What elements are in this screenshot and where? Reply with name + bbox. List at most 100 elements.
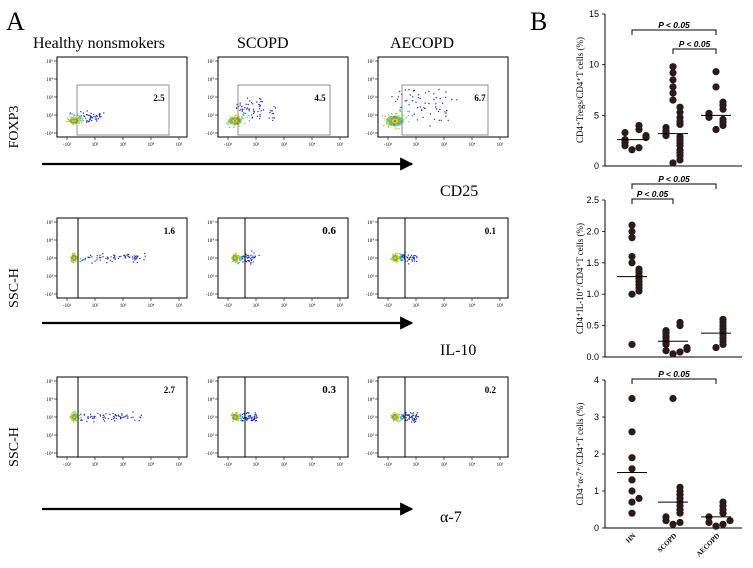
flow-event-dot	[424, 92, 427, 94]
flow-xtick-label: 10⁴	[148, 462, 155, 468]
flow-event-dot	[439, 97, 441, 100]
flow-event-dot	[139, 416, 141, 418]
flow-event-dot	[237, 263, 239, 265]
flow-event-dot	[112, 412, 114, 415]
flow-event-dot	[274, 107, 277, 109]
flow-event-dot	[246, 107, 248, 109]
data-point	[676, 348, 684, 356]
flow-event-dot	[414, 255, 416, 257]
flow-event-dot	[413, 260, 416, 262]
flow-event-dot	[407, 110, 409, 113]
flow-event-dot	[84, 259, 86, 261]
flow-event-dot	[76, 413, 78, 415]
flow-ytick-label: 10⁴	[207, 238, 214, 244]
flow-event-dot	[439, 108, 441, 111]
flow-event-dot	[259, 114, 261, 116]
flow-event-dot	[401, 415, 403, 417]
flow-event-dot	[413, 113, 415, 115]
flow-event-dot	[80, 413, 82, 415]
flow-event-dot	[408, 121, 410, 123]
flow-event-dot	[241, 105, 243, 108]
flow-event-dot	[127, 417, 129, 420]
flow-event-dot	[417, 97, 420, 99]
flow-event-dot	[239, 416, 241, 418]
flow-xtick-label: -10¹	[63, 303, 72, 309]
flow-event-dot	[262, 109, 265, 111]
flow-ytick-label: -10¹	[366, 451, 375, 457]
flow-plot-r1-c2: 10⁵ 10⁴ 10³ 10² -10¹ -10¹ 10² 10³ 10⁴ 10⁵ 4.5	[206, 56, 349, 148]
data-point	[628, 146, 636, 154]
flow-event-dot	[132, 258, 134, 260]
flow-event-dot	[381, 115, 384, 117]
flow-event-dot	[252, 255, 254, 257]
flow-gate-value: 2.5	[153, 93, 165, 103]
flow-event-dot	[117, 414, 120, 416]
flow-event-dot	[242, 256, 244, 258]
flow-event-dot	[246, 412, 248, 414]
y-axis-label: CD4⁺Tregs/CD4⁺T cells (%)	[575, 37, 585, 143]
flow-event-dot	[90, 112, 92, 115]
flow-event-dot	[242, 117, 244, 120]
flow-event-dot	[113, 256, 116, 258]
flow-event-dot	[411, 115, 413, 117]
flow-event-dot	[410, 254, 413, 256]
flow-xtick-label: 10²	[413, 462, 420, 468]
flow-event-dot	[114, 258, 116, 261]
flow-event-dot	[99, 414, 101, 416]
flow-ytick-label: 10⁵	[367, 379, 374, 385]
flow-event-dot	[398, 257, 401, 259]
flow-event-dot	[87, 417, 89, 419]
flow-event-dot	[259, 105, 262, 107]
flow-event-dot	[404, 100, 406, 102]
flow-event-dot	[240, 108, 242, 111]
flow-event-dot	[399, 258, 402, 260]
flow-event-dot	[387, 124, 389, 127]
flow-event-dot	[402, 114, 404, 117]
flow-event-dot	[82, 118, 84, 120]
flow-event-dot	[103, 414, 105, 416]
flow-event-dot	[417, 94, 420, 96]
data-point	[628, 509, 636, 517]
flow-event-dot	[98, 114, 100, 116]
flow-event-dot	[416, 119, 419, 121]
flow-event-dot	[402, 416, 404, 418]
flow-event-dot	[411, 100, 414, 102]
flow-event-dot	[114, 254, 116, 257]
flow-ytick-label: 10⁵	[367, 220, 374, 226]
flow-event-dot	[99, 254, 101, 256]
flow-event-dot	[136, 256, 138, 259]
data-point	[628, 428, 636, 436]
flow-event-dot	[248, 259, 250, 262]
flow-ytick-label: 10³	[208, 256, 215, 262]
flow-event-dot	[233, 253, 236, 255]
flow-ytick-label: 10³	[368, 256, 375, 262]
data-point	[642, 132, 650, 140]
flow-event-dot	[134, 419, 136, 421]
flow-event-dot	[255, 417, 257, 419]
flow-event-dot	[398, 414, 401, 416]
flow-event-dot	[241, 117, 243, 119]
flow-event-dot	[228, 126, 231, 129]
flow-event-dot	[252, 112, 255, 115]
data-point	[712, 125, 720, 134]
flow-ytick-label: 10³	[47, 256, 54, 262]
flow-event-dot	[438, 119, 441, 122]
flow-ytick-label: 10²	[368, 113, 375, 119]
flow-xtick-label: -10¹	[384, 142, 393, 148]
flow-event-dot	[134, 259, 136, 261]
flow-event-dot	[399, 109, 401, 111]
flow-event-dot	[249, 100, 251, 102]
flow-xtick-label: 10³	[441, 142, 448, 148]
flow-event-dot	[82, 112, 85, 114]
flow-event-dot	[95, 118, 98, 120]
flow-event-dot	[237, 414, 239, 416]
flow-event-dot	[416, 412, 418, 414]
flow-event-dot	[98, 256, 101, 259]
flow-ylabel-row-2: SSC-H	[7, 268, 22, 308]
flow-event-dot	[390, 113, 393, 115]
flow-event-dot	[412, 419, 415, 422]
flow-event-dot	[441, 102, 444, 104]
flow-density-peak	[394, 257, 396, 259]
flow-event-dot	[254, 414, 256, 416]
flow-event-dot	[236, 103, 238, 106]
